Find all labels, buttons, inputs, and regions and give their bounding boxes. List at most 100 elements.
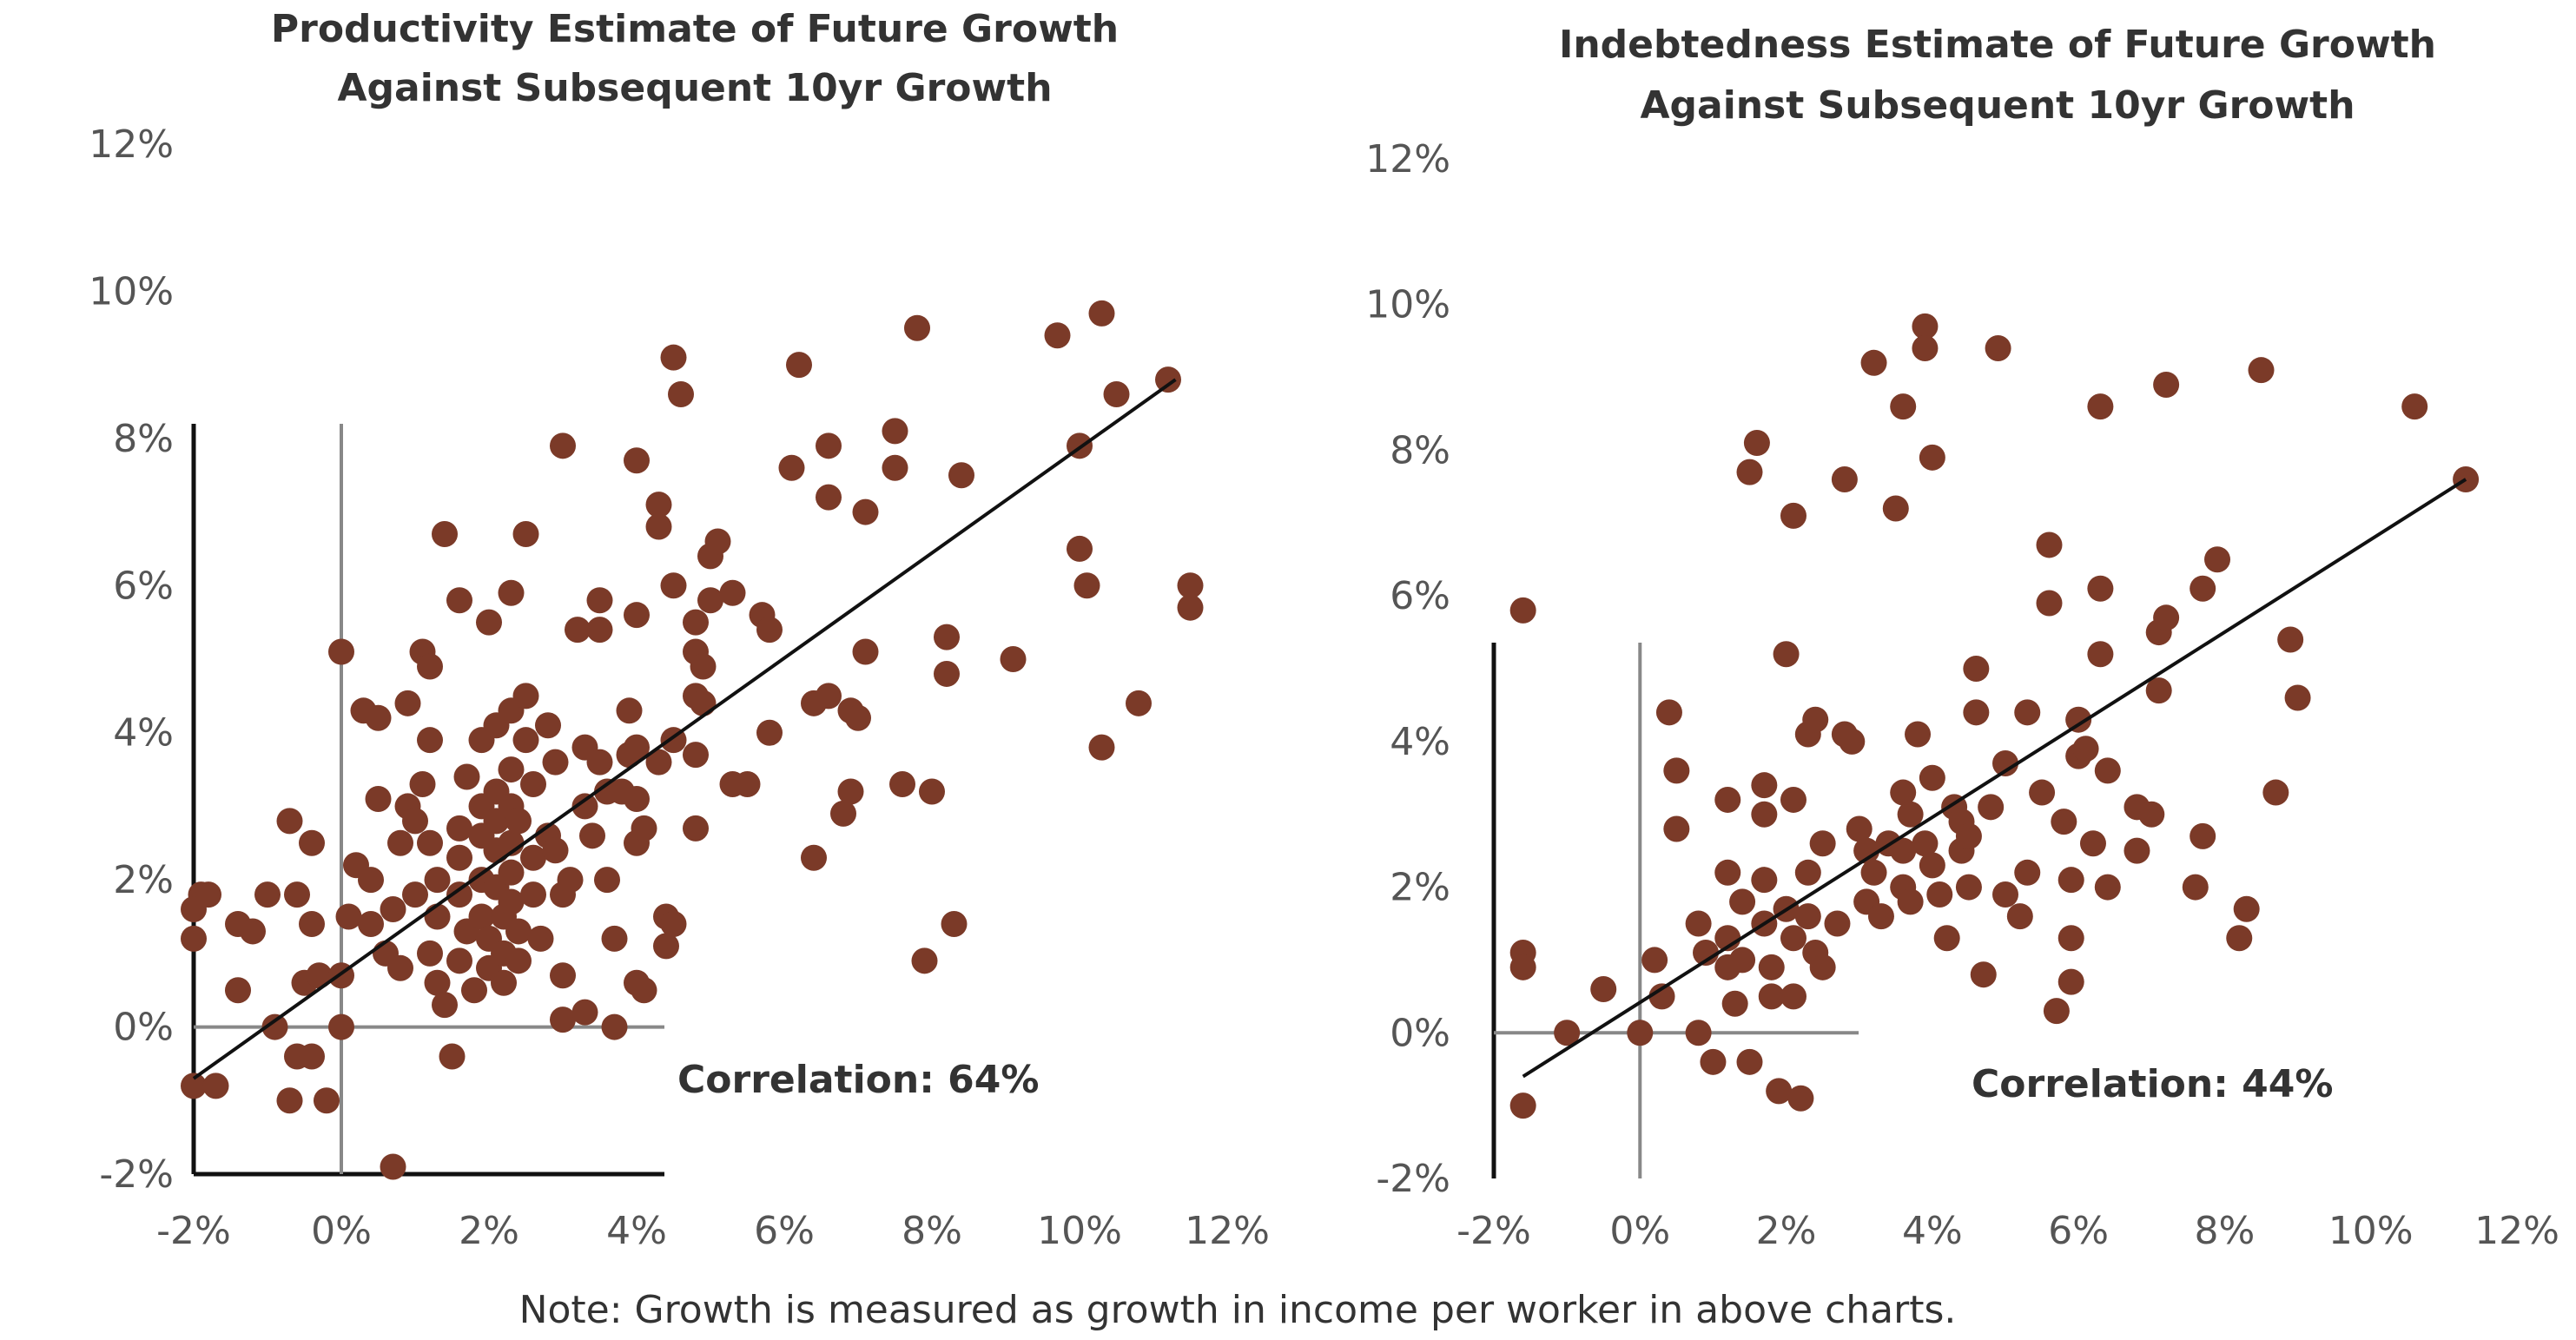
- data-point: [2014, 699, 2041, 726]
- data-point: [816, 683, 842, 710]
- data-point: [1663, 815, 1690, 842]
- data-point: [660, 910, 687, 937]
- data-point: [1890, 393, 1917, 420]
- x-tick-label: -2%: [1456, 1209, 1531, 1253]
- data-point: [1809, 954, 1836, 980]
- data-point: [948, 462, 974, 489]
- data-point: [2190, 575, 2216, 602]
- data-point: [240, 918, 266, 945]
- data-point: [424, 903, 451, 930]
- data-point: [624, 734, 650, 761]
- data-point: [542, 749, 569, 776]
- data-point: [660, 572, 687, 599]
- data-point: [601, 1013, 628, 1040]
- data-point: [1860, 349, 1887, 376]
- data-point: [550, 432, 576, 459]
- data-point: [527, 925, 554, 952]
- x-tick-label: 0%: [311, 1209, 372, 1253]
- x-tick-label: 6%: [754, 1209, 815, 1253]
- data-point: [579, 822, 605, 849]
- data-point: [911, 947, 938, 974]
- data-point: [690, 653, 717, 680]
- data-point: [816, 432, 842, 459]
- x-tick-label: 8%: [2195, 1209, 2256, 1253]
- y-tick-label: 4%: [1390, 720, 1450, 764]
- data-point: [1700, 1048, 1727, 1075]
- data-point: [2065, 706, 2092, 733]
- data-point: [660, 344, 687, 371]
- data-point: [358, 910, 384, 937]
- data-point: [2014, 859, 2041, 886]
- y-tick-label: -2%: [99, 1152, 174, 1197]
- y-tick-label: 12%: [1365, 137, 1450, 182]
- data-point: [314, 1087, 340, 1114]
- data-point: [1912, 830, 1939, 857]
- data-point: [550, 1007, 576, 1033]
- indebtedness-chart: Indebtedness Estimate of Future Growth A…: [1365, 23, 2559, 1253]
- data-point: [1714, 859, 1741, 886]
- data-point: [2226, 925, 2253, 952]
- data-point: [1736, 1048, 1763, 1075]
- data-point: [1919, 444, 1945, 471]
- x-tick-label: 10%: [2328, 1209, 2414, 1253]
- data-point: [498, 888, 525, 915]
- data-point: [1890, 837, 1917, 864]
- data-point: [1919, 852, 1945, 879]
- data-point: [181, 925, 207, 952]
- data-point: [645, 749, 672, 776]
- data-point: [624, 602, 650, 629]
- data-point: [2124, 837, 2150, 864]
- data-point: [394, 690, 421, 716]
- data-point: [335, 903, 362, 930]
- data-point: [2233, 895, 2260, 922]
- data-point: [2204, 546, 2231, 573]
- scatter-points: [1509, 313, 2480, 1119]
- data-point: [2072, 736, 2099, 762]
- data-point: [1126, 690, 1152, 716]
- x-tick-label: 10%: [1037, 1209, 1122, 1253]
- y-tick-label: 10%: [89, 269, 174, 314]
- data-point: [2087, 393, 2114, 420]
- data-point: [631, 977, 657, 1004]
- data-point: [683, 815, 709, 842]
- trend-line: [1522, 478, 2467, 1079]
- data-point: [1773, 641, 1800, 668]
- data-point: [2153, 371, 2180, 398]
- y-tick-label: 8%: [113, 417, 174, 461]
- data-point: [424, 969, 451, 996]
- data-point: [2036, 590, 2063, 617]
- data-point: [1897, 888, 1924, 915]
- data-point: [1780, 983, 1807, 1010]
- data-point: [852, 498, 879, 525]
- data-point: [417, 653, 443, 680]
- x-axis-tick-labels: -2% 0% 2% 4% 6% 8% 10% 12%: [1456, 1209, 2559, 1253]
- data-point: [1780, 925, 1807, 952]
- y-tick-label: 8%: [1390, 428, 1450, 472]
- chart-title-line-1: Indebtedness Estimate of Future Growth: [1559, 23, 2436, 67]
- data-point: [1714, 786, 1741, 813]
- scatter-points: [181, 300, 1204, 1180]
- data-point: [2036, 531, 2063, 558]
- y-axis-tick-labels: -2% 0% 2% 4% 6% 8% 10% 12%: [89, 122, 174, 1197]
- data-point: [1933, 925, 1960, 952]
- data-point: [1890, 779, 1917, 806]
- data-point: [2094, 757, 2121, 784]
- data-point: [557, 867, 584, 894]
- data-point: [520, 881, 546, 908]
- data-point: [1992, 750, 2018, 777]
- data-point: [2277, 626, 2304, 653]
- data-point: [2190, 822, 2216, 849]
- data-point: [417, 940, 443, 967]
- data-point: [2248, 357, 2275, 384]
- data-point: [1860, 859, 1887, 886]
- data-point: [2029, 779, 2056, 806]
- data-point: [586, 617, 613, 644]
- data-point: [624, 785, 650, 812]
- data-point: [1802, 706, 1829, 733]
- data-point: [358, 867, 384, 894]
- data-point: [1992, 881, 2018, 908]
- x-tick-label: 2%: [1756, 1209, 1817, 1253]
- data-point: [1743, 430, 1770, 457]
- data-point: [1780, 502, 1807, 529]
- data-point: [1073, 572, 1100, 599]
